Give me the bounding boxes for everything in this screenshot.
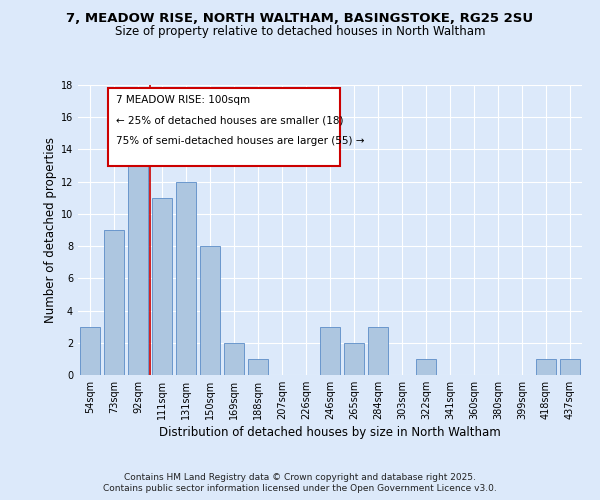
FancyBboxPatch shape (108, 88, 340, 166)
Text: Contains HM Land Registry data © Crown copyright and database right 2025.: Contains HM Land Registry data © Crown c… (124, 472, 476, 482)
Text: 7, MEADOW RISE, NORTH WALTHAM, BASINGSTOKE, RG25 2SU: 7, MEADOW RISE, NORTH WALTHAM, BASINGSTO… (67, 12, 533, 26)
Bar (368, 326, 388, 375)
Bar (320, 326, 340, 375)
X-axis label: Distribution of detached houses by size in North Waltham: Distribution of detached houses by size … (159, 426, 501, 439)
Y-axis label: Number of detached properties: Number of detached properties (44, 137, 56, 323)
Bar (344, 343, 364, 375)
Bar (224, 343, 244, 375)
Bar (104, 230, 124, 375)
Text: Size of property relative to detached houses in North Waltham: Size of property relative to detached ho… (115, 25, 485, 38)
Bar (248, 359, 268, 375)
Text: 7 MEADOW RISE: 100sqm: 7 MEADOW RISE: 100sqm (116, 95, 250, 105)
Bar (536, 359, 556, 375)
Bar (128, 134, 148, 375)
Bar (200, 246, 220, 375)
Text: Contains public sector information licensed under the Open Government Licence v3: Contains public sector information licen… (103, 484, 497, 493)
Bar (560, 359, 580, 375)
Text: 75% of semi-detached houses are larger (55) →: 75% of semi-detached houses are larger (… (116, 136, 364, 146)
Bar (152, 198, 172, 375)
Bar (176, 182, 196, 375)
Text: ← 25% of detached houses are smaller (18): ← 25% of detached houses are smaller (18… (116, 116, 343, 126)
Bar (80, 326, 100, 375)
Bar (416, 359, 436, 375)
